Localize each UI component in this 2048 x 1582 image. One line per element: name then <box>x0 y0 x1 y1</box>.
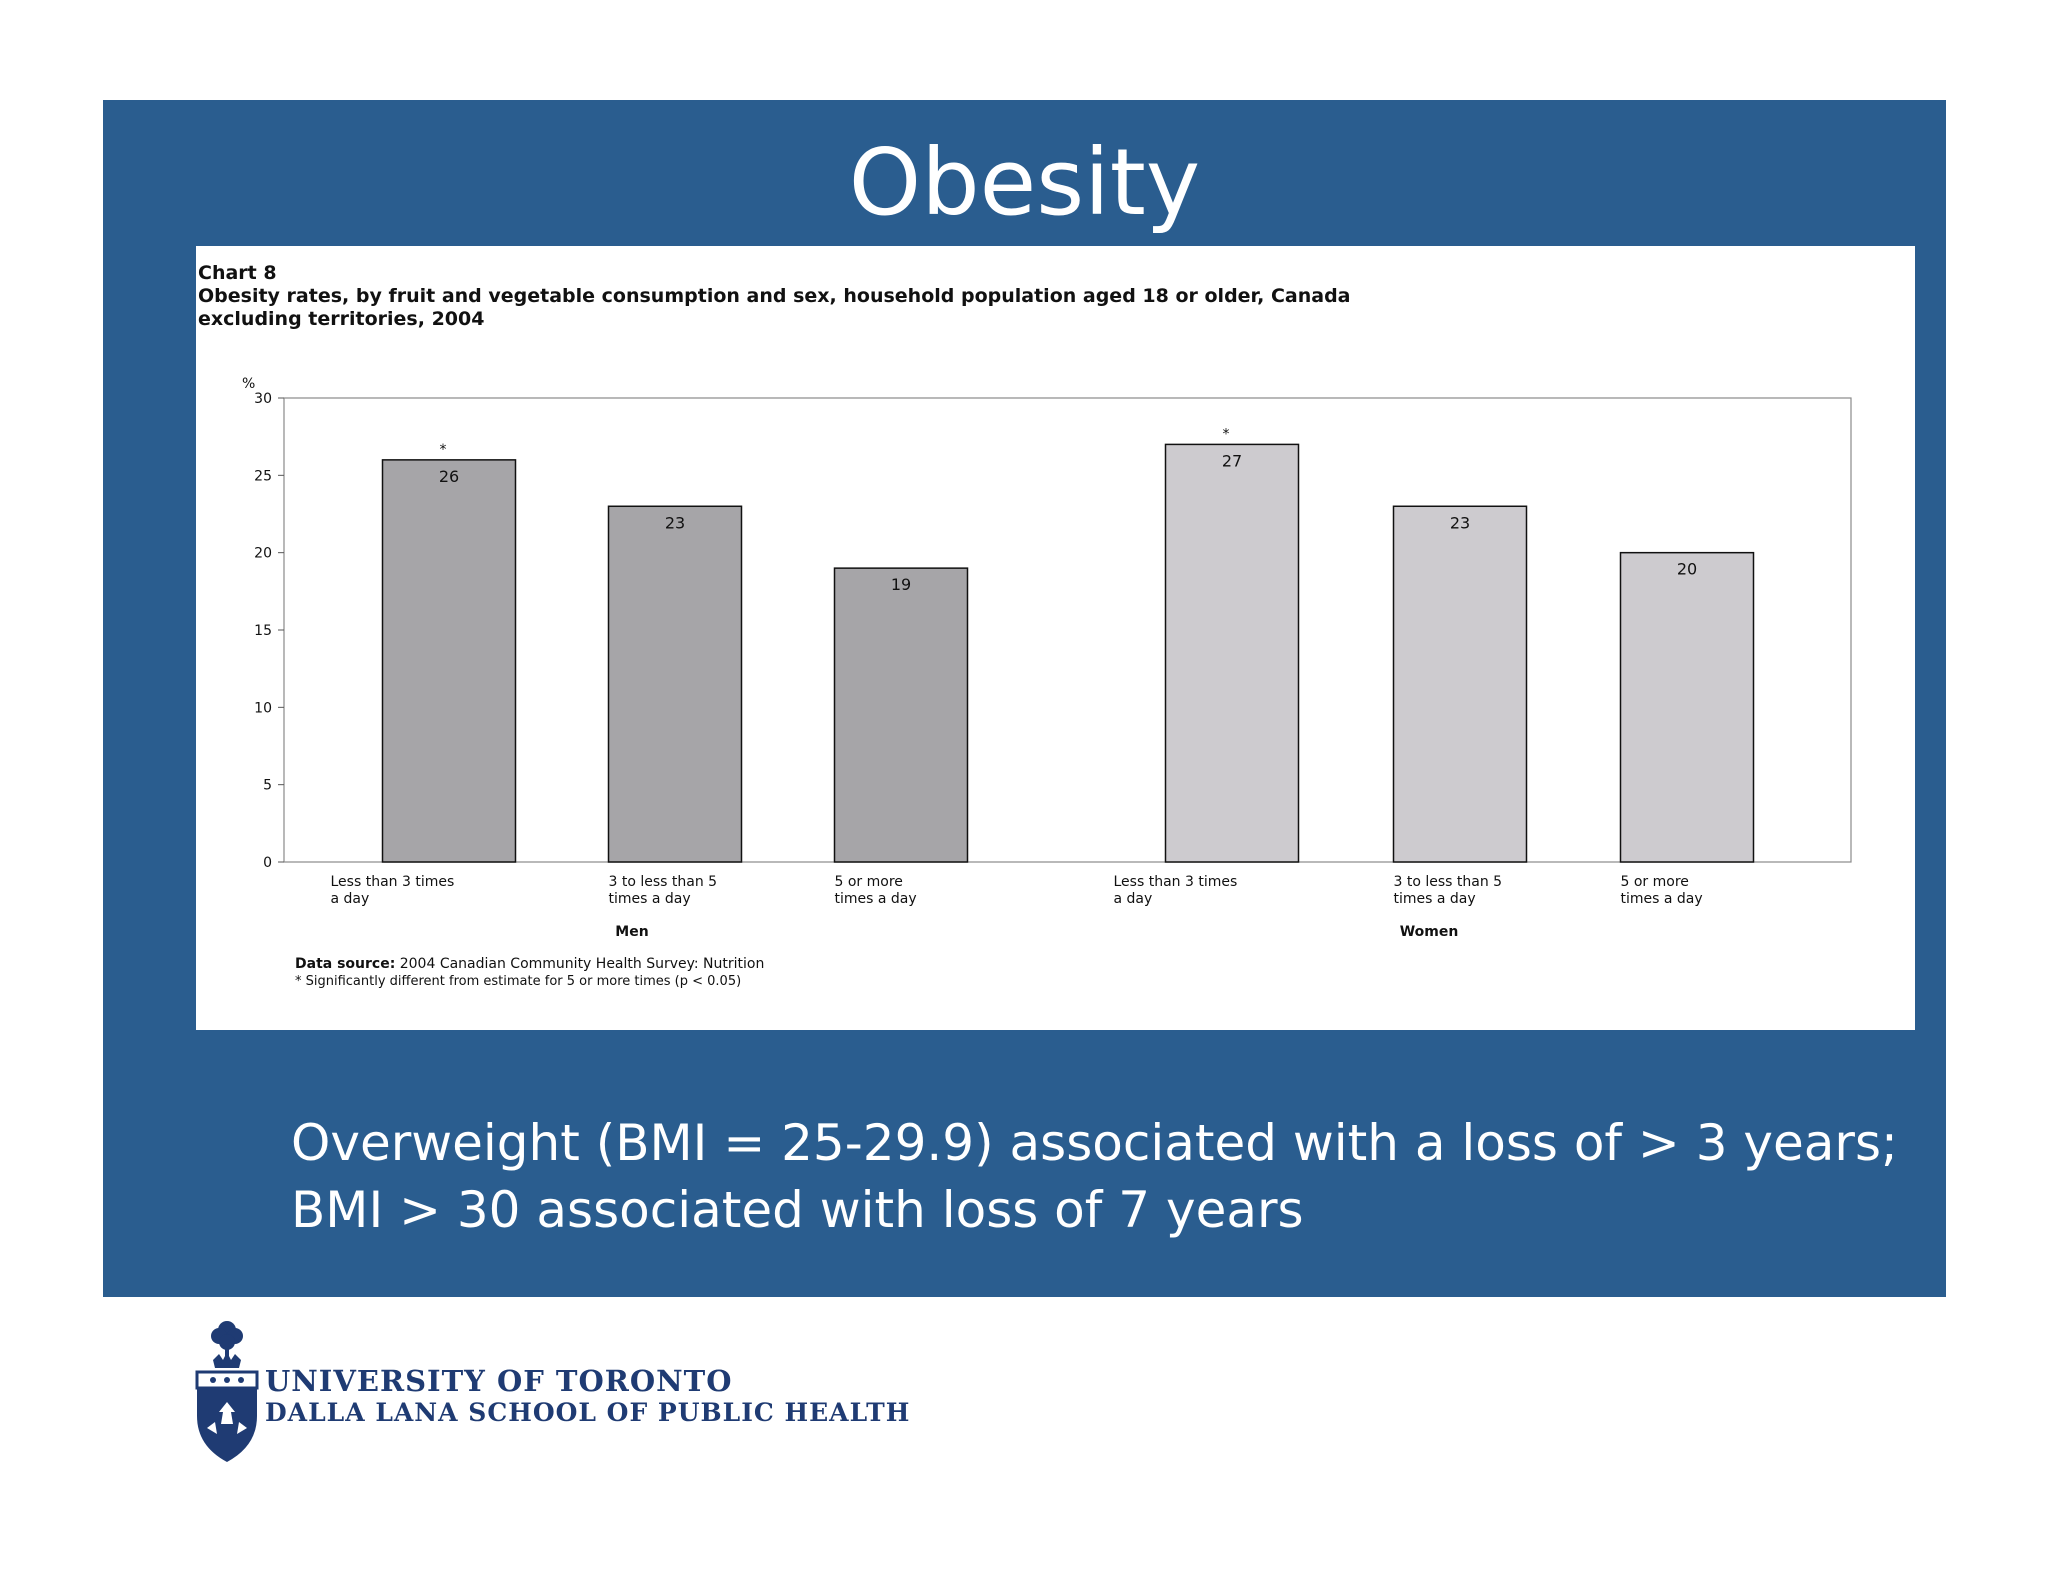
y-tick-label: 5 <box>263 778 272 794</box>
significance-marker: * <box>1223 426 1230 442</box>
chart-container: Chart 8 Obesity rates, by fruit and vege… <box>196 246 1915 1030</box>
logo-line-2: DALLA LANA SCHOOL OF PUBLIC HEALTH <box>265 1398 911 1427</box>
plot-frame <box>283 397 1852 863</box>
bar <box>607 505 743 863</box>
x-tick-label: times a day <box>609 891 691 907</box>
y-tick-label: 30 <box>254 391 272 407</box>
summary-line-1: Overweight (BMI = 25-29.9) associated wi… <box>291 1114 1898 1172</box>
chart-title-line-1: Obesity rates, by fruit and vegetable co… <box>198 285 1351 307</box>
x-tick-label: times a day <box>835 891 917 907</box>
y-tick-label: 0 <box>263 855 272 871</box>
bar <box>1392 505 1528 863</box>
group-label: Men <box>615 924 648 940</box>
x-tick-label: 3 to less than 5 <box>1394 874 1503 890</box>
logo-line-1: UNIVERSITY OF TORONTO <box>265 1364 733 1398</box>
source-label: Data source: <box>295 956 396 972</box>
bar-value-label: 27 <box>1222 451 1242 470</box>
bar-value-label: 23 <box>1450 513 1470 532</box>
bar <box>1619 551 1755 863</box>
slide-title: Obesity <box>848 129 1201 236</box>
x-tick-label: 3 to less than 5 <box>609 874 718 890</box>
y-tick-label: 15 <box>254 623 272 639</box>
bar <box>833 567 969 863</box>
group-label: Women <box>1400 924 1459 940</box>
y-tick-label: 10 <box>254 700 272 716</box>
source-text: 2004 Canadian Community Health Survey: N… <box>395 956 765 972</box>
bar <box>381 459 517 863</box>
bar <box>1164 443 1300 863</box>
bar-value-label: 19 <box>891 575 911 594</box>
x-tick-label: Less than 3 times <box>1114 874 1238 890</box>
bar-value-label: 23 <box>665 513 685 532</box>
chart-source: Data source: 2004 Canadian Community Hea… <box>295 956 764 972</box>
university-logo: UNIVERSITY OF TORONTO DALLA LANA SCHOOL … <box>193 1316 909 1476</box>
x-tick-label: times a day <box>1394 891 1476 907</box>
y-tick-label: 25 <box>254 468 272 484</box>
bar-value-label: 26 <box>439 467 459 486</box>
chart-title-line-2: excluding territories, 2004 <box>198 308 485 330</box>
x-tick-label: Less than 3 times <box>331 874 455 890</box>
y-tick-label: 20 <box>254 546 272 562</box>
university-crest-icon <box>195 1321 259 1462</box>
x-tick-label: 5 or more <box>835 874 903 890</box>
chart-label: Chart 8 <box>198 262 277 284</box>
summary-text: Overweight (BMI = 25-29.9) associated wi… <box>291 1110 1931 1244</box>
x-tick-label: 5 or more <box>1621 874 1689 890</box>
significance-marker: * <box>440 442 447 458</box>
summary-line-2: BMI > 30 associated with loss of 7 years <box>291 1181 1304 1239</box>
x-tick-label: times a day <box>1621 891 1703 907</box>
y-unit-label: % <box>242 376 255 392</box>
bar-value-label: 20 <box>1677 560 1697 579</box>
chart-header: Chart 8 Obesity rates, by fruit and vege… <box>198 262 1908 331</box>
chart-footnote: * Significantly different from estimate … <box>295 974 742 989</box>
x-tick-label: a day <box>1114 891 1153 907</box>
x-tick-label: a day <box>331 891 370 907</box>
